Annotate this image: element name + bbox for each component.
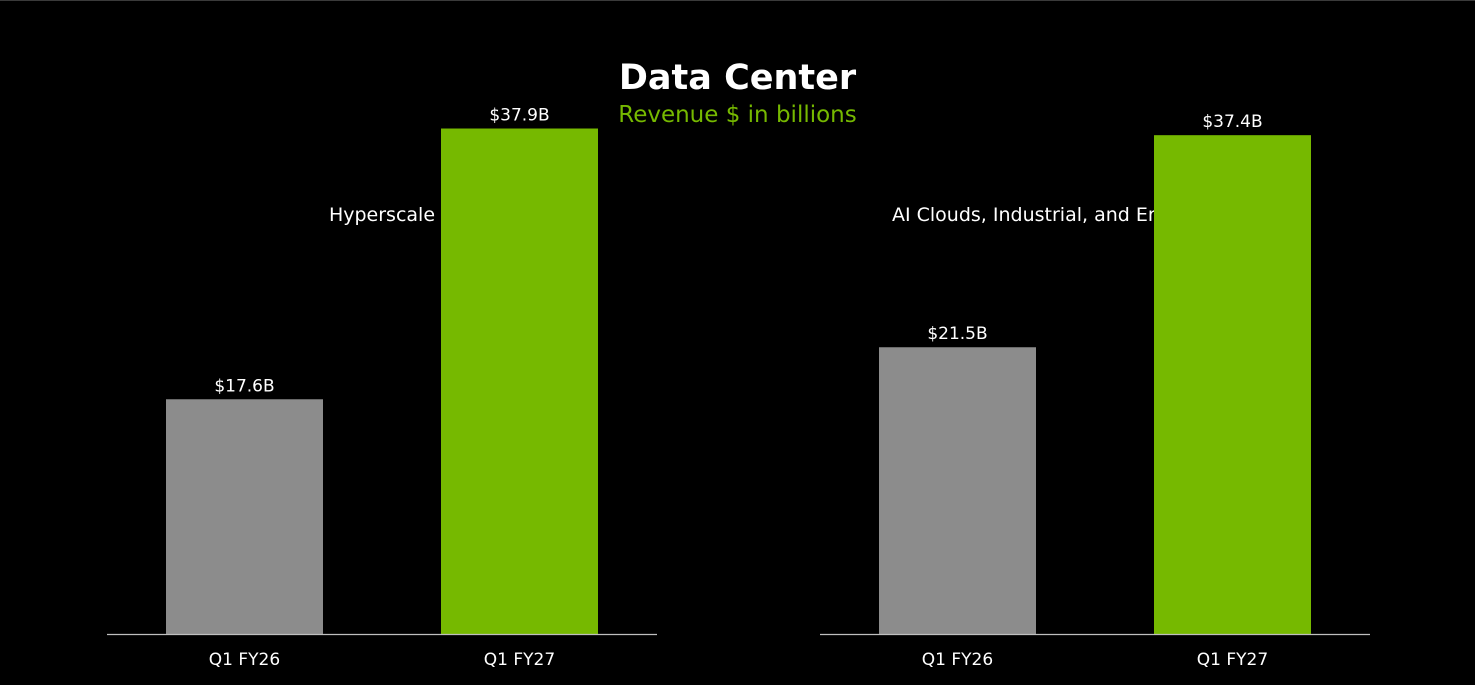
data-label: $37.9B — [489, 106, 549, 126]
chart-panel-1: Hyperscale $17.6B Q1 FY26 $37.9B Q1 FY27 — [107, 106, 657, 670]
page-title: Data Center — [618, 58, 857, 98]
data-label: $21.5B — [927, 324, 987, 344]
x-tick-label: Q1 FY26 — [922, 650, 993, 670]
bar-q1-fy27 — [441, 128, 598, 635]
x-tick-label: Q1 FY27 — [1197, 650, 1268, 670]
data-label: $17.6B — [214, 376, 274, 396]
bar-q1-fy26 — [166, 399, 323, 634]
bar-q1-fy26 — [879, 347, 1036, 634]
data-label: $37.4B — [1202, 112, 1262, 132]
top-border — [0, 0, 1475, 1]
bar-q1-fy27 — [1154, 135, 1311, 635]
chart-panel-2: AI Clouds, Industrial, and Enterprise (A… — [820, 112, 1370, 670]
x-tick-label: Q1 FY27 — [484, 650, 555, 670]
chart-title: Hyperscale — [329, 204, 435, 226]
x-tick-label: Q1 FY26 — [209, 650, 280, 670]
page-subtitle: Revenue $ in billions — [618, 102, 857, 128]
